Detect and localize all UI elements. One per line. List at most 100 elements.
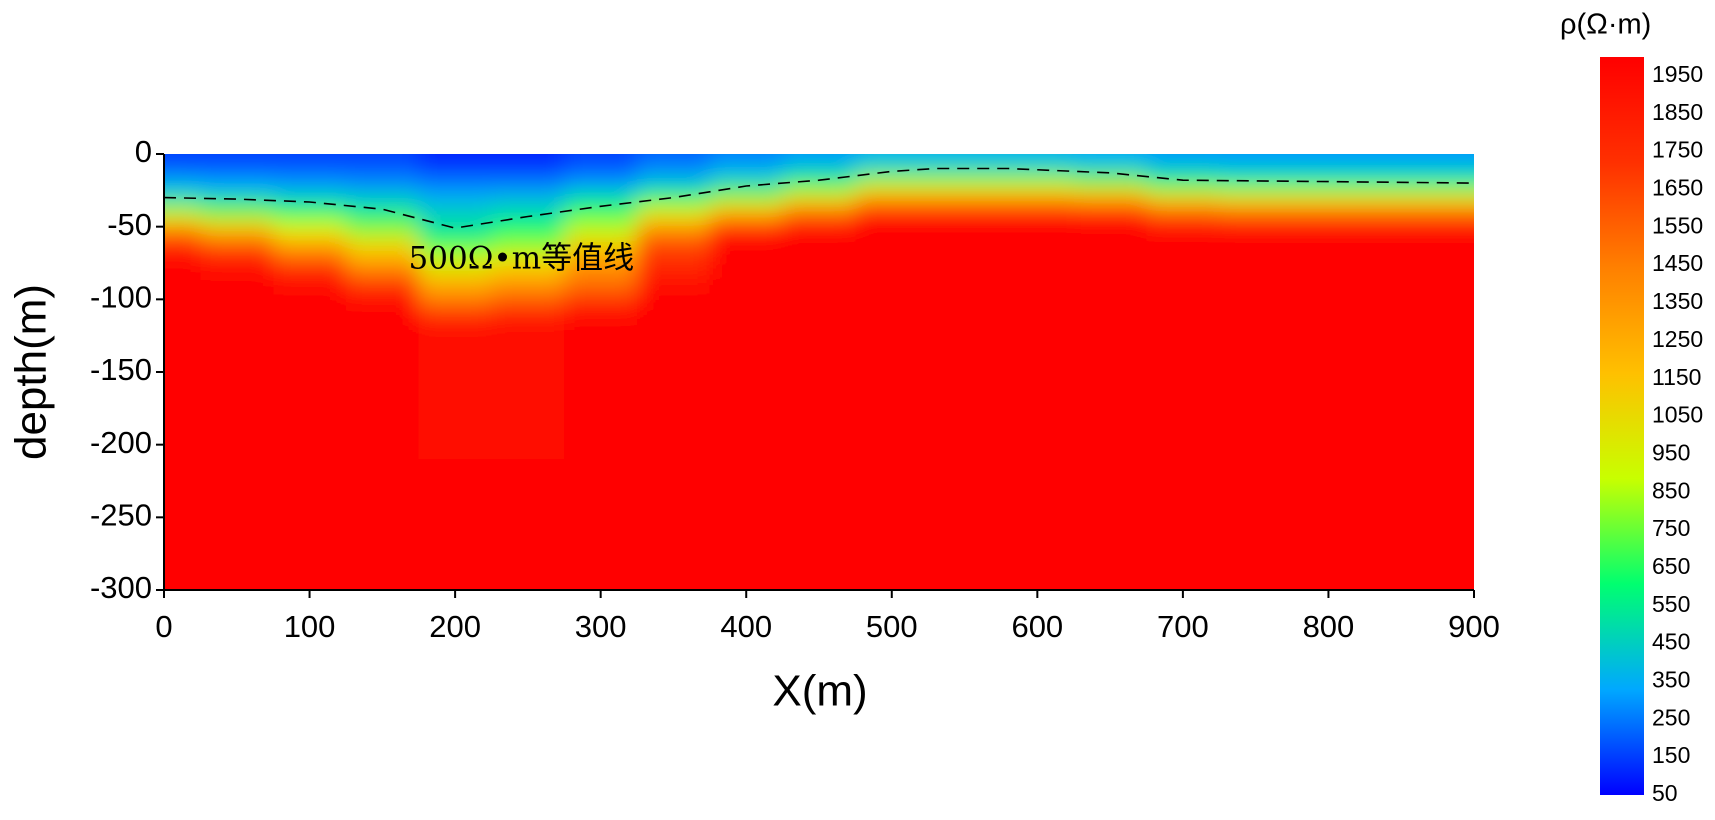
field-cell (491, 175, 565, 191)
field-cell (637, 277, 711, 293)
field-cell (1073, 233, 1147, 249)
colorbar-tick-label: 150 (1652, 742, 1690, 768)
field-cell (928, 459, 1002, 590)
field-cell (855, 248, 929, 264)
colorbar-tick-label: 1350 (1652, 288, 1703, 314)
field-cell (164, 204, 201, 220)
field-cell (1437, 154, 1474, 162)
field-cell (1073, 306, 1147, 322)
field-cell (1437, 321, 1474, 460)
field-cell (709, 277, 784, 293)
field-cell (1437, 459, 1474, 590)
field-cell (564, 219, 638, 235)
field-cell (1364, 154, 1439, 162)
field-cell (1364, 204, 1439, 220)
field-cell (637, 321, 711, 460)
field-cell (418, 306, 492, 322)
field-cell (709, 204, 784, 220)
colorbar-tick-label: 50 (1652, 780, 1678, 806)
field-cell (564, 459, 638, 590)
field-cell (1073, 292, 1147, 308)
field-cell (928, 204, 1002, 220)
field-cell (564, 306, 638, 322)
field-cell (1073, 154, 1147, 162)
colorbar-tick-label: 1950 (1652, 61, 1703, 87)
field-cell (637, 204, 711, 220)
field-cell (200, 306, 274, 322)
field-cell (1219, 204, 1293, 220)
field-cell (164, 292, 201, 308)
field-cell (1437, 277, 1474, 293)
field-cell (1000, 204, 1075, 220)
field-cell (1292, 161, 1366, 177)
x-tick-label: 900 (1448, 609, 1500, 644)
field-cell (1292, 263, 1366, 279)
field-cell (1000, 161, 1075, 177)
field-cell (855, 263, 929, 279)
x-tick-label: 400 (720, 609, 772, 644)
field-cell (1219, 175, 1293, 191)
colorbar-tick-label: 250 (1652, 704, 1690, 730)
field-cell (1292, 190, 1366, 206)
field-cell (345, 219, 420, 235)
field-cell (418, 277, 492, 293)
field-cell (491, 190, 565, 206)
field-cell (418, 204, 492, 220)
colorbar-tick-label: 1650 (1652, 175, 1703, 201)
colorbar-tick-label: 1750 (1652, 137, 1703, 163)
colorbar-title: ρ(Ω·m) (1560, 9, 1651, 41)
field-cell (855, 292, 929, 308)
field-cell (164, 306, 201, 322)
field-cell (1073, 204, 1147, 220)
field-cell (345, 263, 420, 279)
field-cell (345, 233, 420, 249)
x-tick-label: 0 (155, 609, 172, 644)
field-cell (855, 204, 929, 220)
field-cell (491, 219, 565, 235)
field-cell (1073, 161, 1147, 177)
field-cell (564, 161, 638, 177)
field-cell (709, 233, 784, 249)
field-cell (1146, 306, 1220, 322)
field-cell (491, 321, 565, 460)
field-cell (1437, 292, 1474, 308)
field-cell (564, 175, 638, 191)
field-cell (1000, 277, 1075, 293)
field-cell (1219, 263, 1293, 279)
field-cell (928, 292, 1002, 308)
field-cell (1364, 248, 1439, 264)
plot-area (164, 154, 1474, 590)
y-tick-label: -50 (107, 207, 152, 242)
field-cell (782, 248, 856, 264)
field-cell (1146, 277, 1220, 293)
field-cell (855, 161, 929, 177)
field-cell (491, 161, 565, 177)
field-cell (200, 233, 274, 249)
field-cell (782, 154, 856, 162)
field-cell (491, 263, 565, 279)
field-cell (418, 154, 492, 162)
field-cell (164, 219, 201, 235)
field-cell (418, 175, 492, 191)
field-cell (637, 154, 711, 162)
field-cell (1292, 306, 1366, 322)
field-cell (273, 263, 347, 279)
contour-line (163, 167, 1475, 229)
field-cell (637, 248, 711, 264)
field-cell (273, 459, 347, 590)
field-cell (345, 204, 420, 220)
colorbar-tick-label: 1050 (1652, 402, 1703, 428)
field-cell (1000, 233, 1075, 249)
field-cell (1073, 175, 1147, 191)
field-cell (1364, 321, 1439, 460)
field-cell (200, 219, 274, 235)
field-cell (1073, 190, 1147, 206)
field-cell (709, 219, 784, 235)
field-cell (200, 292, 274, 308)
field-cell (273, 175, 347, 191)
field-cell (200, 277, 274, 293)
field-cell (637, 459, 711, 590)
field-cell (1146, 263, 1220, 279)
field-cell (1073, 248, 1147, 264)
colorbar-tick-label: 450 (1652, 629, 1690, 655)
